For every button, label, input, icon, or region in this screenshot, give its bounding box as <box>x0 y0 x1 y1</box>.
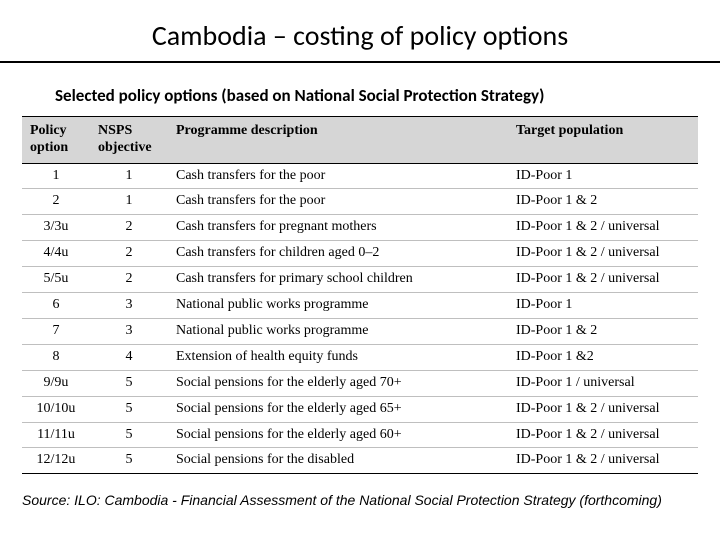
table-cell-population: ID-Poor 1 & 2 <box>508 189 698 215</box>
table-row: 21Cash transfers for the poorID-Poor 1 &… <box>22 189 698 215</box>
table-cell-objective: 4 <box>90 344 168 370</box>
table-row: 10/10u5Social pensions for the elderly a… <box>22 396 698 422</box>
table-cell-description: Cash transfers for pregnant mothers <box>168 215 508 241</box>
table-cell-population: ID-Poor 1 & 2 / universal <box>508 215 698 241</box>
table-cell-option: 10/10u <box>22 396 90 422</box>
table-cell-population: ID-Poor 1 & 2 / universal <box>508 241 698 267</box>
table-cell-objective: 2 <box>90 241 168 267</box>
table-cell-objective: 3 <box>90 293 168 319</box>
table-row: 63National public works programmeID-Poor… <box>22 293 698 319</box>
table-cell-option: 5/5u <box>22 267 90 293</box>
table-cell-option: 1 <box>22 163 90 189</box>
table-cell-option: 3/3u <box>22 215 90 241</box>
policy-options-table: Policy option NSPS objective Programme d… <box>22 116 698 474</box>
table-cell-population: ID-Poor 1 <box>508 163 698 189</box>
table-cell-objective: 5 <box>90 370 168 396</box>
table-cell-description: Extension of health equity funds <box>168 344 508 370</box>
table-cell-option: 8 <box>22 344 90 370</box>
table-row: 11/11u5Social pensions for the elderly a… <box>22 422 698 448</box>
table-cell-option: 11/11u <box>22 422 90 448</box>
table-cell-option: 12/12u <box>22 448 90 474</box>
table-cell-description: Social pensions for the elderly aged 70+ <box>168 370 508 396</box>
table-cell-description: Social pensions for the elderly aged 65+ <box>168 396 508 422</box>
table-row: 5/5u2Cash transfers for primary school c… <box>22 267 698 293</box>
table-cell-description: National public works programme <box>168 293 508 319</box>
slide-subtitle: Selected policy options (based on Nation… <box>0 63 720 116</box>
table-cell-option: 6 <box>22 293 90 319</box>
table-header-row: Policy option NSPS objective Programme d… <box>22 117 698 164</box>
table-row: 84Extension of health equity fundsID-Poo… <box>22 344 698 370</box>
table-cell-description: Social pensions for the elderly aged 60+ <box>168 422 508 448</box>
col-header-objective: NSPS objective <box>90 117 168 164</box>
table-cell-description: Cash transfers for primary school childr… <box>168 267 508 293</box>
table-cell-objective: 2 <box>90 215 168 241</box>
table-cell-population: ID-Poor 1 & 2 / universal <box>508 422 698 448</box>
table-cell-option: 7 <box>22 318 90 344</box>
table-cell-population: ID-Poor 1 & 2 <box>508 318 698 344</box>
col-header-population: Target population <box>508 117 698 164</box>
source-citation: Source: ILO: Cambodia - Financial Assess… <box>0 474 720 508</box>
table-body: 11Cash transfers for the poorID-Poor 121… <box>22 163 698 474</box>
title-region: Cambodia – costing of policy options <box>0 0 720 63</box>
table-cell-description: Cash transfers for the poor <box>168 163 508 189</box>
table-cell-option: 2 <box>22 189 90 215</box>
table-cell-description: Social pensions for the disabled <box>168 448 508 474</box>
table-cell-objective: 1 <box>90 189 168 215</box>
table-cell-population: ID-Poor 1 &2 <box>508 344 698 370</box>
table-cell-population: ID-Poor 1 & 2 / universal <box>508 448 698 474</box>
table-cell-objective: 5 <box>90 422 168 448</box>
table-cell-objective: 2 <box>90 267 168 293</box>
table-header: Policy option NSPS objective Programme d… <box>22 117 698 164</box>
col-header-description: Programme description <box>168 117 508 164</box>
table-cell-objective: 5 <box>90 448 168 474</box>
table-row: 9/9u5Social pensions for the elderly age… <box>22 370 698 396</box>
table-row: 12/12u5Social pensions for the disabledI… <box>22 448 698 474</box>
table-cell-population: ID-Poor 1 & 2 / universal <box>508 396 698 422</box>
table-cell-option: 9/9u <box>22 370 90 396</box>
slide-title: Cambodia – costing of policy options <box>40 18 680 53</box>
table-cell-objective: 1 <box>90 163 168 189</box>
table-cell-description: Cash transfers for the poor <box>168 189 508 215</box>
table-cell-population: ID-Poor 1 <box>508 293 698 319</box>
table-cell-description: National public works programme <box>168 318 508 344</box>
table-row: 3/3u2Cash transfers for pregnant mothers… <box>22 215 698 241</box>
table-cell-objective: 5 <box>90 396 168 422</box>
table-cell-population: ID-Poor 1 / universal <box>508 370 698 396</box>
table-cell-population: ID-Poor 1 & 2 / universal <box>508 267 698 293</box>
slide: Cambodia – costing of policy options Sel… <box>0 0 720 540</box>
table-row: 11Cash transfers for the poorID-Poor 1 <box>22 163 698 189</box>
table-cell-objective: 3 <box>90 318 168 344</box>
table-container: Policy option NSPS objective Programme d… <box>0 116 720 474</box>
table-row: 73National public works programmeID-Poor… <box>22 318 698 344</box>
table-cell-option: 4/4u <box>22 241 90 267</box>
table-cell-description: Cash transfers for children aged 0–2 <box>168 241 508 267</box>
table-row: 4/4u2Cash transfers for children aged 0–… <box>22 241 698 267</box>
col-header-option: Policy option <box>22 117 90 164</box>
